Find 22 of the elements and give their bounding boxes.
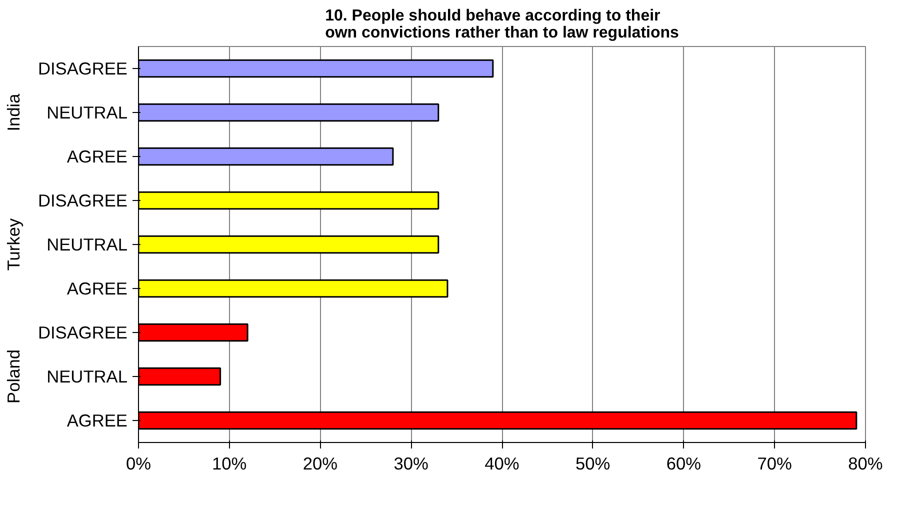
y-tick-label: NEUTRAL bbox=[46, 102, 128, 122]
x-tick-label: 80% bbox=[848, 454, 883, 474]
chart-title: 10. People should behave according to their own convictions rather than to law regulations bbox=[325, 8, 680, 42]
y-tick-label: NEUTRAL bbox=[46, 366, 128, 386]
x-tick-label: 30% bbox=[394, 454, 428, 474]
y-tick-label: AGREE bbox=[66, 278, 128, 298]
x-tick-label: 60% bbox=[666, 454, 702, 474]
y-tick-label: AGREE bbox=[66, 146, 128, 166]
x-tick-label: 0% bbox=[126, 454, 152, 474]
text: India bbox=[4, 93, 24, 132]
x-tick-label: 10% bbox=[212, 454, 247, 474]
x-tick-label: 50% bbox=[576, 454, 610, 474]
y-tick-label: DISAGREE bbox=[38, 322, 128, 342]
y-tick-label: DISAGREE bbox=[38, 190, 128, 210]
text: Turkey bbox=[4, 218, 24, 271]
y-tick-label: DISAGREE bbox=[38, 58, 128, 78]
x-tick-label: 20% bbox=[302, 454, 338, 474]
text: Poland bbox=[4, 350, 24, 404]
x-tick-label: 40% bbox=[484, 454, 520, 474]
y-tick-label: NEUTRAL bbox=[46, 234, 128, 254]
y-tick-label: AGREE bbox=[66, 410, 128, 430]
x-tick-label: 70% bbox=[757, 454, 792, 474]
